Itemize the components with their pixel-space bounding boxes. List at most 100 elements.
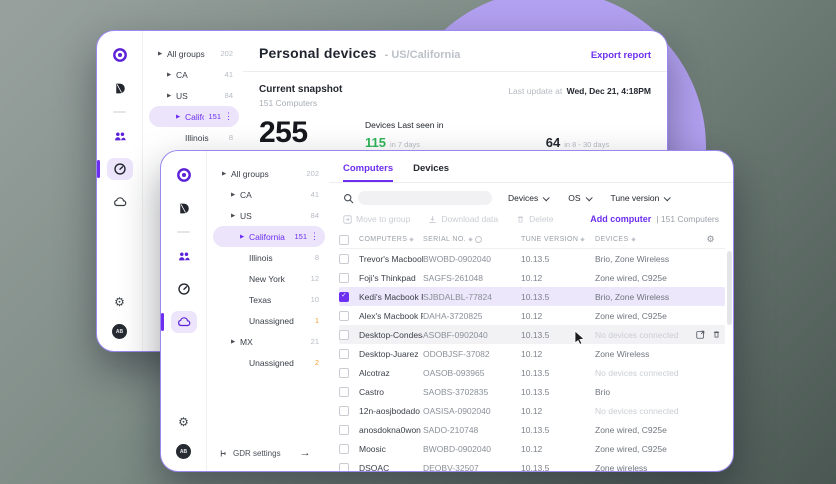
row-checkbox[interactable]: ✓ <box>339 329 349 340</box>
table-row[interactable]: ✓ Desktop-Condesa ASOBF-0902040 10.13.5 … <box>339 325 725 344</box>
tree-item[interactable]: ▶ California 151 ⋮ <box>149 106 239 127</box>
trash-icon[interactable] <box>712 330 721 339</box>
table-row[interactable]: ✓ Moosic BWOBD-0902040 10.12 Zone wired,… <box>339 439 725 458</box>
row-checkbox[interactable]: ✓ <box>339 462 349 471</box>
table-row[interactable]: ✓ Alcotraz OASOB-093965 10.13.5 No devic… <box>339 363 725 382</box>
table-settings-gear-icon[interactable]: ⚙ <box>706 234 715 244</box>
row-checkbox[interactable]: ✓ <box>339 386 349 397</box>
expand-arrow-icon[interactable]: ▶ <box>176 113 181 120</box>
table-row[interactable]: ✓ Alex's Macbook Pro DAHA-3720825 10.12 … <box>339 306 725 325</box>
hierarchy-icon <box>220 450 226 456</box>
row-checkbox[interactable]: ✓ <box>339 424 349 435</box>
users-icon[interactable] <box>107 125 133 147</box>
avatar[interactable]: AB <box>112 324 127 339</box>
export-report-link[interactable]: Export report <box>590 50 651 61</box>
filter-tune-version[interactable]: Tune version <box>611 193 672 203</box>
dashboard-icon[interactable] <box>97 158 133 180</box>
table-row[interactable]: ✓ Kedi's Macbook Pro SJBDALBL-77824 10.1… <box>339 287 725 306</box>
tree-item[interactable]: ▶ Texas 10 ⋮ <box>213 289 325 310</box>
more-menu-icon[interactable]: ⋮ <box>224 111 233 121</box>
column-devices[interactable]: DEVICES <box>595 236 689 243</box>
tree-item[interactable]: ▶ Unassigned 2 ⋮ <box>213 352 325 373</box>
tree-item[interactable]: ▶ MX 21 ⋮ <box>213 331 325 352</box>
page-title: Personal devices <box>259 45 377 61</box>
expand-arrow-icon[interactable]: ▶ <box>158 50 163 57</box>
tree-item[interactable]: ▶ Unassigned 1 ⋮ <box>213 310 325 331</box>
row-checkbox[interactable]: ✓ <box>339 367 349 378</box>
column-serial-no[interactable]: SERIAL NO. <box>423 236 521 243</box>
add-computer-link[interactable]: Add computer <box>590 214 652 224</box>
expand-arrow-icon[interactable]: ▶ <box>231 191 236 198</box>
row-checkbox[interactable]: ✓ <box>339 310 349 321</box>
filter-devices[interactable]: Devices <box>508 193 550 203</box>
settings-gear-icon[interactable]: ⚙ <box>178 415 189 429</box>
stat-value: 115 <box>365 135 386 150</box>
app-logo-icon[interactable] <box>107 44 133 66</box>
library-icon[interactable] <box>171 197 197 219</box>
filter-os[interactable]: OS <box>568 193 593 203</box>
tree-item[interactable]: ▶ All groups 202 ⋮ <box>149 43 239 64</box>
tree-item[interactable]: ▶ All groups 202 ⋮ <box>213 163 325 184</box>
group-count: 2 <box>314 358 319 367</box>
row-checkbox[interactable]: ✓ <box>339 405 349 416</box>
row-checkbox[interactable]: ✓ <box>339 348 349 359</box>
tree-item[interactable]: ▶ US 84 ⋮ <box>149 85 239 106</box>
tab-devices[interactable]: Devices <box>413 163 450 174</box>
cloud-icon[interactable] <box>107 191 133 213</box>
expand-arrow-icon[interactable]: ▶ <box>167 71 172 78</box>
cloud-icon[interactable] <box>161 311 197 333</box>
group-count: 151 <box>294 232 307 241</box>
column-computers[interactable]: COMPUTERS <box>359 236 423 243</box>
table-row[interactable]: ✓ Castro SAOBS-3702835 10.13.5 Brio <box>339 382 725 401</box>
computer-name: Alcotraz <box>359 367 390 378</box>
table-row[interactable]: ✓ DSOAC DEOBV-32507 10.13.5 Zone wireles… <box>339 458 725 471</box>
row-checkbox[interactable]: ✓ <box>339 291 349 302</box>
tab-computers[interactable]: Computers <box>343 163 393 182</box>
table-row[interactable]: ✓ Desktop-Juarez ODOBJSF-37082 10.12 Zon… <box>339 344 725 363</box>
app-logo-icon[interactable] <box>171 164 197 186</box>
tree-item[interactable]: ▶ CA 41 ⋮ <box>149 64 239 85</box>
table-row[interactable]: ✓ Trevor's Macbook Pro BWOBD-0902040 10.… <box>339 249 725 268</box>
tune-version: 10.13.5 <box>521 386 550 397</box>
row-checkbox[interactable]: ✓ <box>339 272 349 283</box>
tune-version: 10.12 <box>521 310 543 321</box>
group-label: All groups <box>231 168 269 179</box>
download-data-button[interactable]: Download data <box>428 214 498 224</box>
table-row[interactable]: ✓ anosdokna0won SADO-210748 10.13.5 Zone… <box>339 420 725 439</box>
serial-number: SADO-210748 <box>423 424 479 435</box>
vertical-scrollbar[interactable] <box>727 251 732 325</box>
move-row-icon[interactable] <box>696 330 705 339</box>
more-menu-icon[interactable]: ⋮ <box>310 231 319 241</box>
settings-gear-icon[interactable]: ⚙ <box>114 295 125 309</box>
tree-item[interactable]: ▶ CA 41 ⋮ <box>213 184 325 205</box>
column-tune-version[interactable]: TUNE VERSION <box>521 236 595 243</box>
avatar[interactable]: AB <box>176 444 191 459</box>
users-icon[interactable] <box>171 245 197 267</box>
delete-button[interactable]: Delete <box>516 214 554 224</box>
tree-item[interactable]: ▶ US 84 ⋮ <box>213 205 325 226</box>
tree-item[interactable]: ▶ California 151 ⋮ <box>213 226 325 247</box>
group-label: Unassigned <box>249 315 294 326</box>
expand-arrow-icon[interactable]: ▶ <box>167 92 172 99</box>
expand-arrow-icon[interactable]: ▶ <box>231 338 236 345</box>
library-icon[interactable] <box>107 77 133 99</box>
expand-arrow-icon[interactable]: ▶ <box>240 233 245 240</box>
computers-table: ✓ COMPUTERS SERIAL NO. TUNE VERSION DEVI… <box>329 229 733 471</box>
table-row[interactable]: ✓ Foji's Thinkpad SAGFS-261048 10.12 Zon… <box>339 268 725 287</box>
group-label: CA <box>176 69 188 80</box>
dashboard-icon[interactable] <box>171 278 197 300</box>
expand-arrow-icon[interactable]: ▶ <box>231 212 236 219</box>
row-checkbox[interactable]: ✓ <box>339 253 349 264</box>
gdr-settings-link[interactable]: GDR settings → <box>213 447 325 461</box>
expand-arrow-icon[interactable]: ▶ <box>222 170 227 177</box>
tree-item[interactable]: ▶ Illinois 8 ⋮ <box>213 247 325 268</box>
tree-item[interactable]: ▶ New York 12 ⋮ <box>213 268 325 289</box>
row-checkbox[interactable]: ✓ <box>339 443 349 454</box>
trash-icon <box>517 215 524 223</box>
tree-item[interactable]: ▶ Illinois 8 ⋮ <box>149 127 239 148</box>
search-input[interactable] <box>358 191 492 205</box>
serial-number: ODOBJSF-37082 <box>423 348 490 359</box>
select-all-checkbox[interactable]: ✓ <box>339 234 349 245</box>
move-to-group-button[interactable]: Move to group <box>343 214 410 224</box>
table-row[interactable]: ✓ 12n-aosjbodado OASISA-0902040 10.12 No… <box>339 401 725 420</box>
